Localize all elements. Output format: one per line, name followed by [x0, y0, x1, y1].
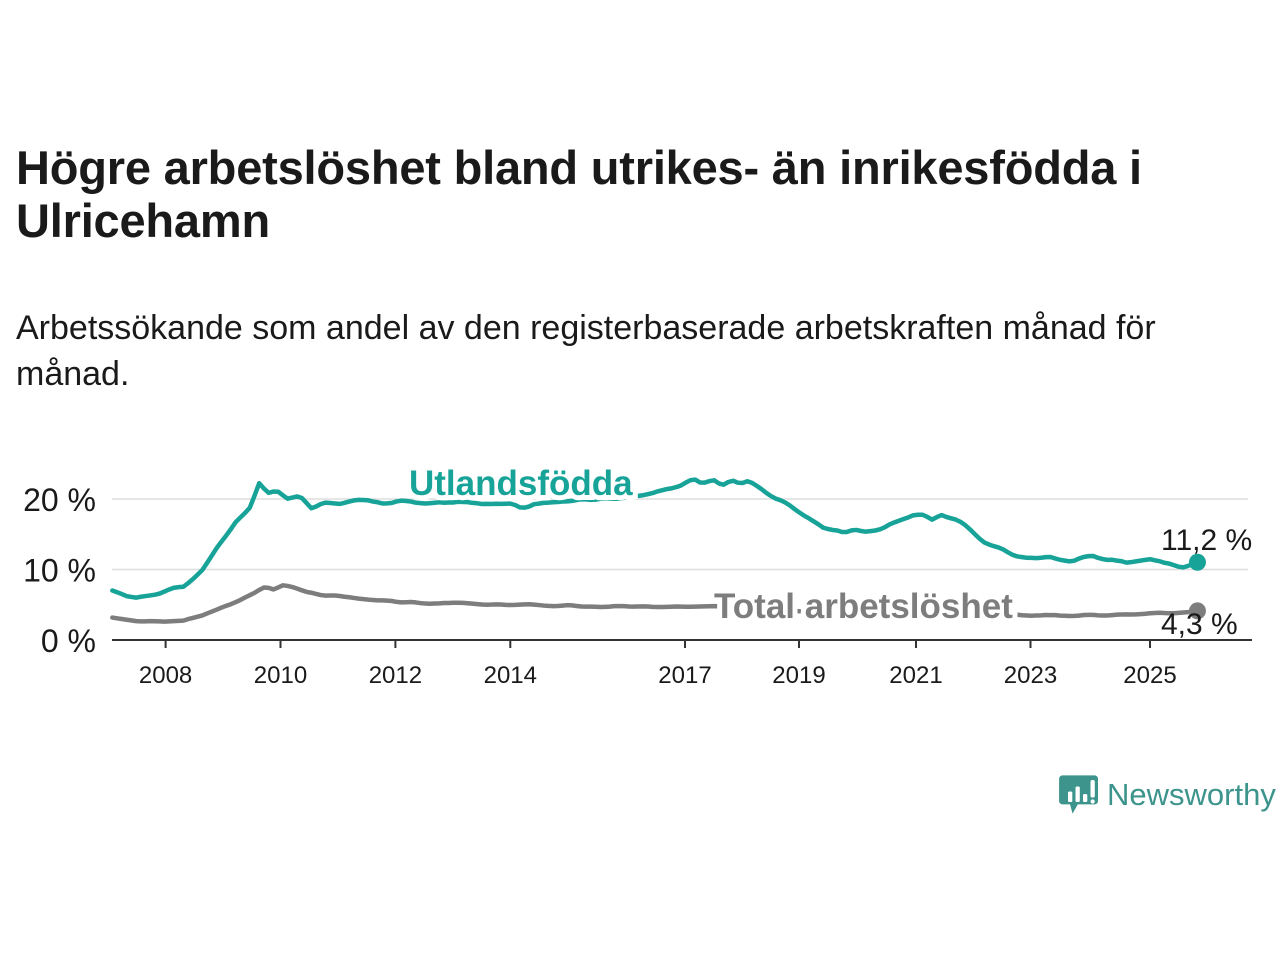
svg-text:2019: 2019: [772, 662, 825, 689]
svg-text:0 %: 0 %: [41, 623, 96, 659]
svg-text:2008: 2008: [139, 662, 192, 689]
svg-text:2012: 2012: [369, 662, 422, 689]
svg-text:2025: 2025: [1123, 662, 1176, 689]
svg-text:2021: 2021: [889, 662, 942, 689]
svg-text:Total arbetslöshet: Total arbetslöshet: [714, 587, 1013, 626]
svg-text:2017: 2017: [658, 662, 711, 689]
svg-text:2023: 2023: [1004, 662, 1057, 689]
svg-text:Newsworthy: Newsworthy: [1107, 777, 1276, 812]
svg-text:2014: 2014: [484, 662, 537, 689]
svg-text:4,3 %: 4,3 %: [1161, 608, 1238, 641]
svg-text:10 %: 10 %: [23, 553, 96, 589]
svg-text:Utlandsfödda: Utlandsfödda: [409, 464, 633, 503]
svg-text:20 %: 20 %: [23, 482, 96, 518]
svg-text:11,2 %: 11,2 %: [1161, 524, 1252, 557]
svg-text:2010: 2010: [254, 662, 307, 689]
